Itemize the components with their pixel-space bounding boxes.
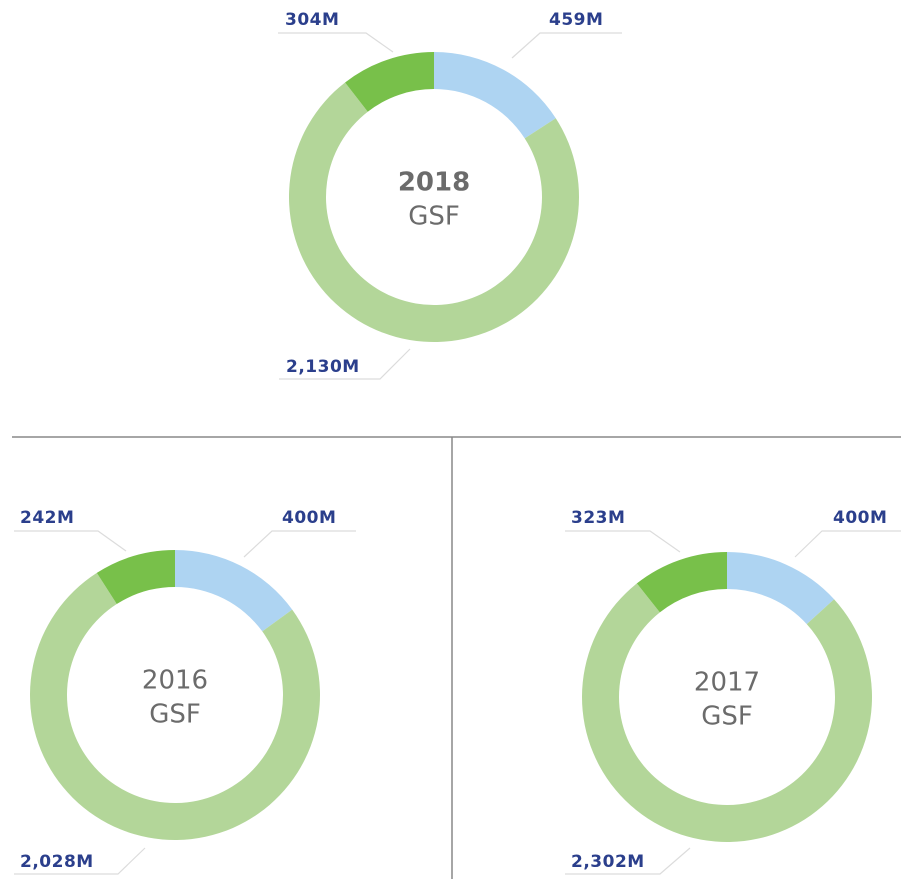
donut-segment: [727, 552, 835, 625]
center-title: 2016: [142, 666, 208, 696]
donut-segment: [434, 52, 556, 139]
value-label: 304M: [285, 10, 339, 30]
value-label: 242M: [20, 508, 74, 528]
center-title: 2017: [694, 668, 760, 698]
value-label: 323M: [571, 508, 625, 528]
leader-line: [565, 530, 681, 553]
leader-line: [794, 530, 901, 558]
donut-segment: [581, 583, 872, 842]
center-title: 2018: [398, 168, 470, 198]
value-label: 459M: [549, 10, 603, 30]
value-label: 2,130M: [286, 357, 360, 377]
value-label: 2,302M: [571, 852, 645, 872]
donut-segment: [636, 552, 727, 613]
leader-line: [279, 348, 411, 380]
leader-line: [14, 847, 146, 875]
leader-line: [565, 847, 691, 875]
donut-segment: [96, 550, 175, 605]
leader-line: [243, 530, 356, 558]
donut-segment: [289, 82, 579, 342]
center-subtitle: GSF: [149, 700, 201, 730]
value-label: 2,028M: [20, 852, 94, 872]
leader-line: [14, 530, 127, 552]
value-label: 400M: [833, 508, 887, 528]
donut-segment: [345, 52, 434, 112]
donut-segment: [175, 550, 293, 632]
leader-line: [278, 32, 394, 53]
center-subtitle: GSF: [701, 702, 753, 732]
center-subtitle: GSF: [408, 202, 460, 232]
value-label: 400M: [282, 508, 336, 528]
leader-line: [511, 32, 622, 59]
